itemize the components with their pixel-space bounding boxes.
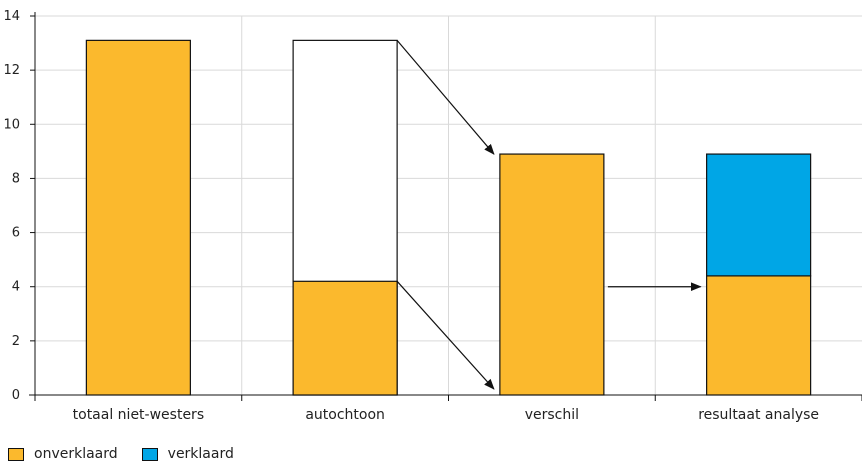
y-tick-label: 6 — [12, 226, 20, 241]
legend-swatch-onverklaard — [8, 447, 24, 461]
y-tick-label: 0 — [12, 388, 20, 403]
legend-label-verklaard: verklaard — [167, 446, 234, 462]
legend-swatch-verklaard — [141, 447, 158, 461]
x-tick-label: autochtoon — [305, 407, 385, 423]
bar-chart: 0 2 4 6 8 10 12 14 totaal niet-westers autochtoon… — [3, 9, 862, 423]
bar-onverklaard — [85, 39, 191, 396]
y-tick-label: 10 — [3, 117, 20, 132]
legend-label-onverklaard: onverklaard — [34, 446, 118, 462]
bar-onverklaard — [706, 275, 812, 396]
legend-item-verklaard: verklaard — [141, 446, 234, 462]
legend-item-onverklaard: onverklaard — [8, 446, 118, 462]
y-tick-label: 12 — [3, 63, 20, 78]
y-tick-label: 14 — [3, 9, 20, 24]
bar-onverklaard — [499, 153, 605, 396]
x-tick-label: resultaat analyse — [698, 407, 819, 423]
arrow — [396, 280, 495, 390]
x-tick-label: totaal niet-westers — [73, 407, 204, 423]
y-tick-label: 8 — [12, 171, 20, 186]
y-tick-label: 2 — [12, 334, 20, 349]
bar-onverklaard — [292, 280, 398, 396]
bar-verklaard — [706, 153, 812, 277]
x-tick-label: verschil — [525, 407, 579, 423]
legend: onverklaard verklaard — [8, 446, 258, 462]
arrow — [396, 39, 495, 155]
y-tick-label: 4 — [12, 280, 20, 295]
